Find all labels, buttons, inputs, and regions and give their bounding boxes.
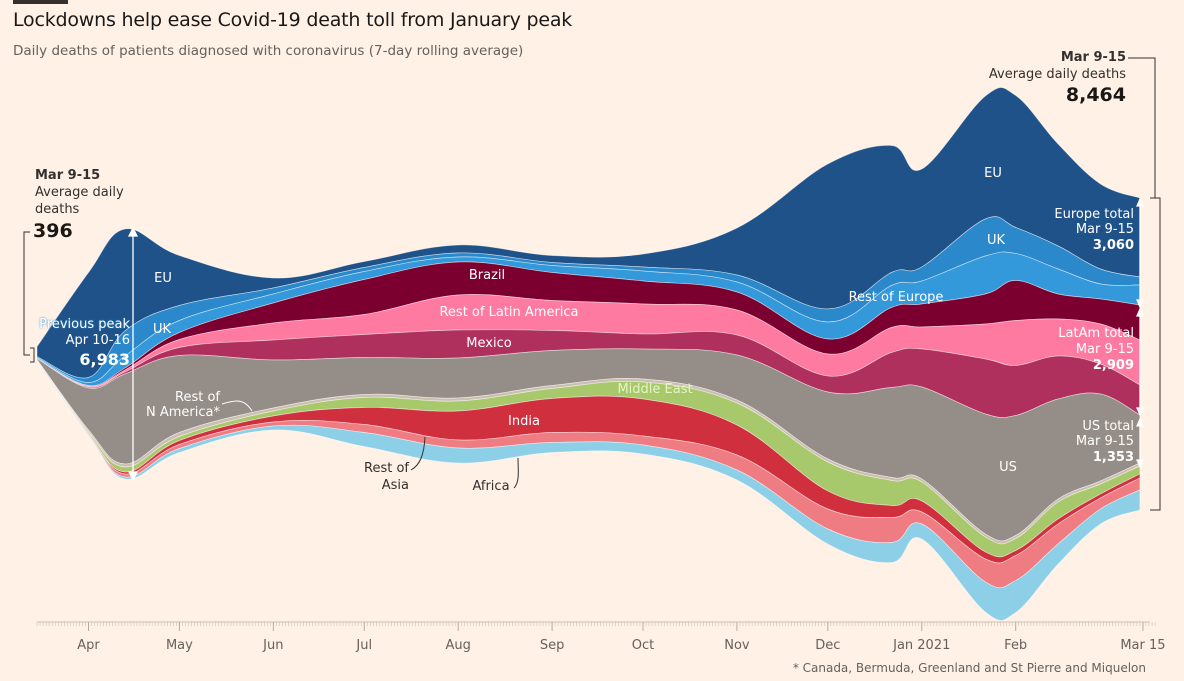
x-tick-label: Jun — [263, 638, 284, 653]
start-line2: deaths — [35, 202, 80, 217]
x-tick-label: Aug — [445, 638, 471, 653]
us-total-line2: Mar 9-15 — [1075, 434, 1134, 449]
chart-subtitle: Daily deaths of patients diagnosed with … — [13, 43, 524, 59]
label-rest-of-europe: Rest of Europe — [848, 290, 944, 305]
label-rest-of-latin-america: Rest of Latin America — [439, 305, 579, 320]
label-eu-right: EU — [984, 166, 1002, 181]
label-brazil: Brazil — [468, 268, 506, 283]
label-us: US — [999, 460, 1017, 475]
end-period: Mar 9-15 — [1060, 50, 1126, 65]
latam-total-line1: LatAm total — [1058, 326, 1134, 341]
x-tick-label: Sep — [539, 638, 565, 653]
europe-total-line1: Europe total — [1054, 207, 1134, 222]
label-mexico: Mexico — [466, 336, 512, 351]
rest-asia-leader — [410, 436, 426, 471]
chart-title: Lockdowns help ease Covid-19 death toll … — [13, 9, 573, 31]
end-bracket — [1128, 57, 1161, 511]
label-eu-left: EU — [154, 271, 172, 286]
africa-leader — [513, 457, 519, 489]
footnote: * Canada, Bermuda, Greenland and St Pier… — [792, 661, 1146, 675]
end-line1: Average daily deaths — [988, 67, 1126, 82]
x-tick-label: Dec — [815, 638, 841, 653]
x-tick-label: Mar 15 — [1120, 638, 1166, 653]
brand-bar — [13, 0, 68, 4]
start-period: Mar 9-15 — [35, 168, 101, 183]
latam-total-value: 2,909 — [1092, 358, 1134, 373]
us-total-value: 1,353 — [1092, 450, 1134, 465]
label-middle-east: Middle East — [617, 382, 693, 397]
start-line1: Average daily — [35, 185, 124, 200]
layer-africa — [36, 359, 1141, 621]
europe-total-line2: Mar 9-15 — [1075, 222, 1134, 237]
label-rest-of-asia-2: Asia — [381, 478, 409, 493]
label-africa: Africa — [472, 479, 510, 494]
x-tick-label: Apr — [77, 638, 100, 653]
label-uk-right: UK — [986, 233, 1006, 248]
label-rest-of-asia-1: Rest of — [364, 461, 409, 476]
previous-peak-line1: Previous peak — [39, 317, 130, 332]
latam-total-line2: Mar 9-15 — [1075, 342, 1134, 357]
x-tick-label: Feb — [1004, 638, 1028, 653]
label-rest-of-n-america-2: N America* — [146, 405, 220, 420]
x-tick-label: May — [165, 638, 193, 653]
start-value: 396 — [33, 220, 73, 242]
rest-n-america-leader — [221, 400, 253, 412]
label-rest-of-n-america-1: Rest of — [175, 390, 220, 405]
us-total-line1: US total — [1082, 419, 1134, 434]
start-bracket — [23, 231, 35, 363]
previous-peak-value: 6,983 — [79, 350, 130, 369]
end-value: 8,464 — [1065, 84, 1126, 106]
x-tick-label: Nov — [724, 638, 750, 653]
europe-total-value: 3,060 — [1092, 238, 1134, 253]
x-tick-label: Oct — [631, 638, 655, 653]
x-tick-label: Jul — [356, 638, 373, 653]
x-tick-label: Jan 2021 — [893, 638, 951, 653]
previous-peak-line2: Apr 10-16 — [65, 333, 130, 348]
label-india: India — [508, 414, 540, 429]
label-uk-left: UK — [152, 322, 172, 337]
